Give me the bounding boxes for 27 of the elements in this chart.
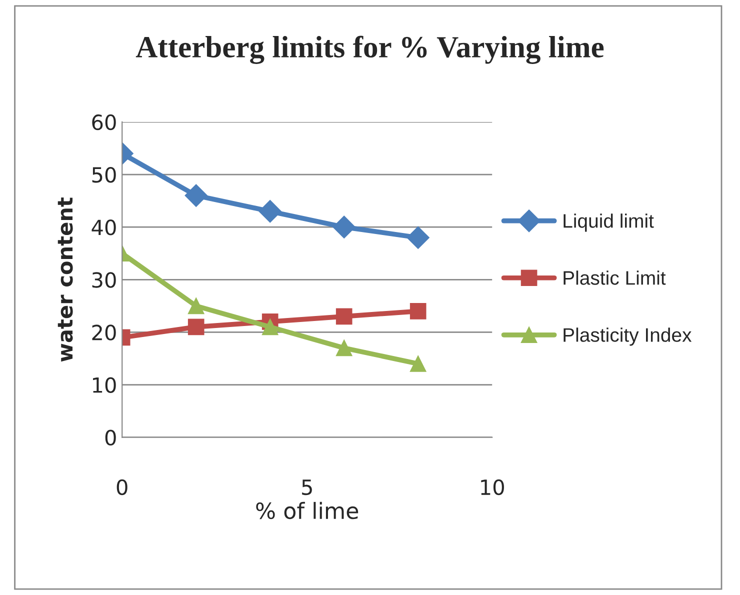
y-tick-label: 30 — [92, 272, 116, 288]
y-tick-label: 10 — [93, 377, 116, 393]
point — [410, 303, 426, 320]
y-tick-label: 60 — [92, 114, 116, 130]
y-axis-title: water content — [58, 197, 73, 362]
y-tick-label: 20 — [92, 324, 116, 340]
x-tick-label: 5 — [302, 480, 312, 496]
x-tick-label: 0 — [116, 479, 128, 496]
x-axis-title: % of lime — [256, 502, 358, 520]
point — [262, 318, 278, 336]
point — [258, 200, 282, 223]
y-tick-label: 40 — [92, 220, 116, 236]
point — [336, 308, 352, 325]
point — [406, 226, 430, 249]
point — [188, 318, 204, 336]
y-tick-label: 0 — [105, 430, 116, 446]
x-tick-label: 10 — [481, 479, 504, 496]
legend-label: Liquid limit — [564, 214, 654, 232]
point — [184, 184, 208, 207]
legend-label: Plasticity Index — [564, 328, 692, 346]
chart-title: Atterberg limits for % Varying lime — [136, 36, 604, 64]
point — [336, 340, 352, 356]
point — [188, 298, 204, 314]
point — [332, 216, 356, 238]
legend-label: Plastic Limit — [564, 270, 666, 285]
y-tick-label: 50 — [92, 166, 116, 183]
point — [410, 356, 426, 372]
